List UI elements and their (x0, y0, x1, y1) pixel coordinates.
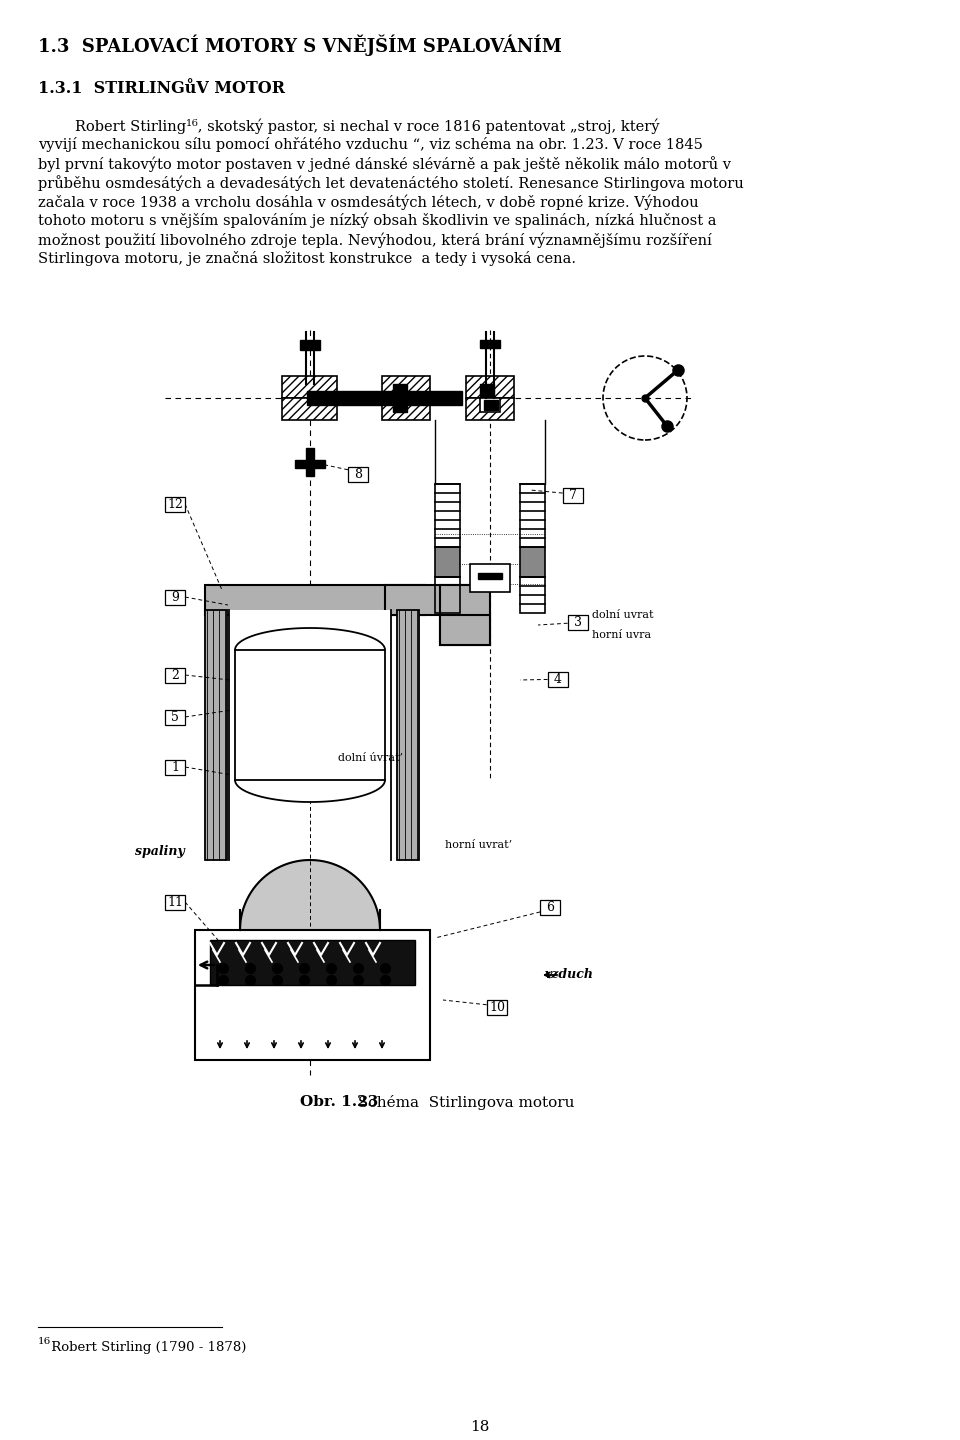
Bar (563, 488, 583, 503)
Text: možnost použití libovolného zdroje tepla. Nevýhodou, která brání význамnějšímu r: možnost použití libovolného zdroje tepla… (38, 232, 712, 248)
Polygon shape (235, 780, 385, 802)
Bar (229, 611, 391, 860)
Bar (435, 484, 460, 547)
Bar (466, 397, 514, 420)
Text: Stirlingova motoru, je značná složitost konstrukce  a tedy i vysoká cena.: Stirlingova motoru, je značná složitost … (38, 251, 576, 266)
Text: horní uvrat’: horní uvrat’ (445, 840, 512, 850)
Text: 9: 9 (171, 590, 179, 603)
Bar (382, 397, 430, 420)
Bar (165, 668, 185, 683)
Text: začala v roce 1938 a vrcholu dosáhla v osmdesátých létech, v době ropné krize. V: začala v roce 1938 a vrcholu dosáhla v o… (38, 194, 699, 209)
Text: 3: 3 (574, 616, 582, 629)
Text: vyvijí mechanickou sílu pomocí ohřátého vzduchu “, viz schéma na obr. 1.23. V ro: vyvijí mechanickou sílu pomocí ohřátého … (38, 137, 703, 153)
Text: Schéma  Stirlingova motoru: Schéma Stirlingova motoru (353, 1094, 574, 1110)
Text: vzduch: vzduch (545, 968, 594, 981)
Bar (382, 376, 430, 397)
Bar (435, 547, 460, 577)
Bar (466, 376, 514, 397)
Text: 8: 8 (354, 468, 362, 481)
Polygon shape (240, 860, 380, 930)
Bar (205, 611, 227, 860)
Text: 12: 12 (167, 498, 183, 511)
Bar (300, 340, 320, 350)
Bar (307, 392, 397, 405)
Text: 1.3.1  STIRLINGůV MOTOR: 1.3.1 STIRLINGůV MOTOR (38, 81, 285, 96)
Text: 2: 2 (171, 670, 179, 683)
Text: 1: 1 (171, 760, 179, 775)
Text: byl první takovýto motor postaven v jedné dánské slévárně a pak ještě několik má: byl první takovýto motor postaven v jedn… (38, 156, 731, 171)
Bar (165, 497, 185, 513)
Text: tohoto motoru s vnějším spalováním je nízký obsah škodlivin ve spalinách, nízká : tohoto motoru s vnějším spalováním je ní… (38, 213, 716, 229)
Text: 1.3  SPALOVACÍ MOTORY S VNĚJŠÍM SPALOVÁNÍM: 1.3 SPALOVACÍ MOTORY S VNĚJŠÍM SPALOVÁNÍ… (38, 35, 562, 56)
Polygon shape (235, 628, 385, 649)
Bar (487, 999, 507, 1015)
Text: 7: 7 (569, 490, 577, 503)
Text: 10: 10 (489, 1001, 505, 1014)
Bar (484, 400, 498, 410)
Bar (520, 577, 545, 613)
Text: horní uvra: horní uvra (592, 631, 651, 639)
Bar (520, 547, 545, 577)
Text: 18: 18 (470, 1420, 490, 1434)
Bar (435, 577, 460, 613)
Text: průběhu osmdesátých a devadesátých let devatenáctého století. Renesance Stirling: průběhu osmdesátých a devadesátých let d… (38, 176, 744, 192)
Bar (478, 573, 502, 579)
Bar (393, 384, 407, 412)
Bar (385, 585, 475, 615)
Text: Robert Stirling (1790 - 1878): Robert Stirling (1790 - 1878) (47, 1341, 247, 1354)
Bar (568, 615, 588, 631)
Text: dolní úvrat’: dolní úvrat’ (338, 753, 403, 763)
Bar (282, 397, 337, 420)
Bar (397, 611, 419, 860)
Bar (440, 585, 490, 645)
Bar (540, 900, 560, 914)
Bar (165, 760, 185, 775)
Text: Robert Stirling¹⁶, skotský pastor, si nechal v roce 1816 patentovat „stroj, kter: Robert Stirling¹⁶, skotský pastor, si ne… (38, 118, 660, 134)
Bar (470, 564, 510, 592)
Bar (480, 340, 500, 348)
Bar (165, 710, 185, 724)
Bar (195, 930, 430, 1060)
Text: 6: 6 (546, 901, 554, 914)
Bar (205, 585, 425, 615)
Bar (480, 384, 494, 397)
Text: 16: 16 (38, 1336, 51, 1346)
Text: Obr. 1.23: Obr. 1.23 (300, 1094, 378, 1109)
Text: spaliny: spaliny (135, 845, 184, 858)
Bar (165, 896, 185, 910)
Bar (165, 590, 185, 605)
Bar (235, 649, 385, 780)
Bar (520, 484, 545, 547)
Bar (548, 672, 568, 687)
Bar (407, 392, 462, 405)
Bar (306, 448, 314, 477)
Bar (480, 397, 500, 412)
Text: 11: 11 (167, 896, 183, 909)
Bar (295, 459, 325, 468)
Bar (210, 940, 415, 985)
Text: 5: 5 (171, 711, 179, 724)
Text: dolní uvrat: dolní uvrat (592, 611, 654, 621)
Bar (440, 615, 490, 645)
Bar (348, 467, 368, 482)
Bar (282, 376, 337, 397)
Text: 4: 4 (554, 672, 562, 685)
